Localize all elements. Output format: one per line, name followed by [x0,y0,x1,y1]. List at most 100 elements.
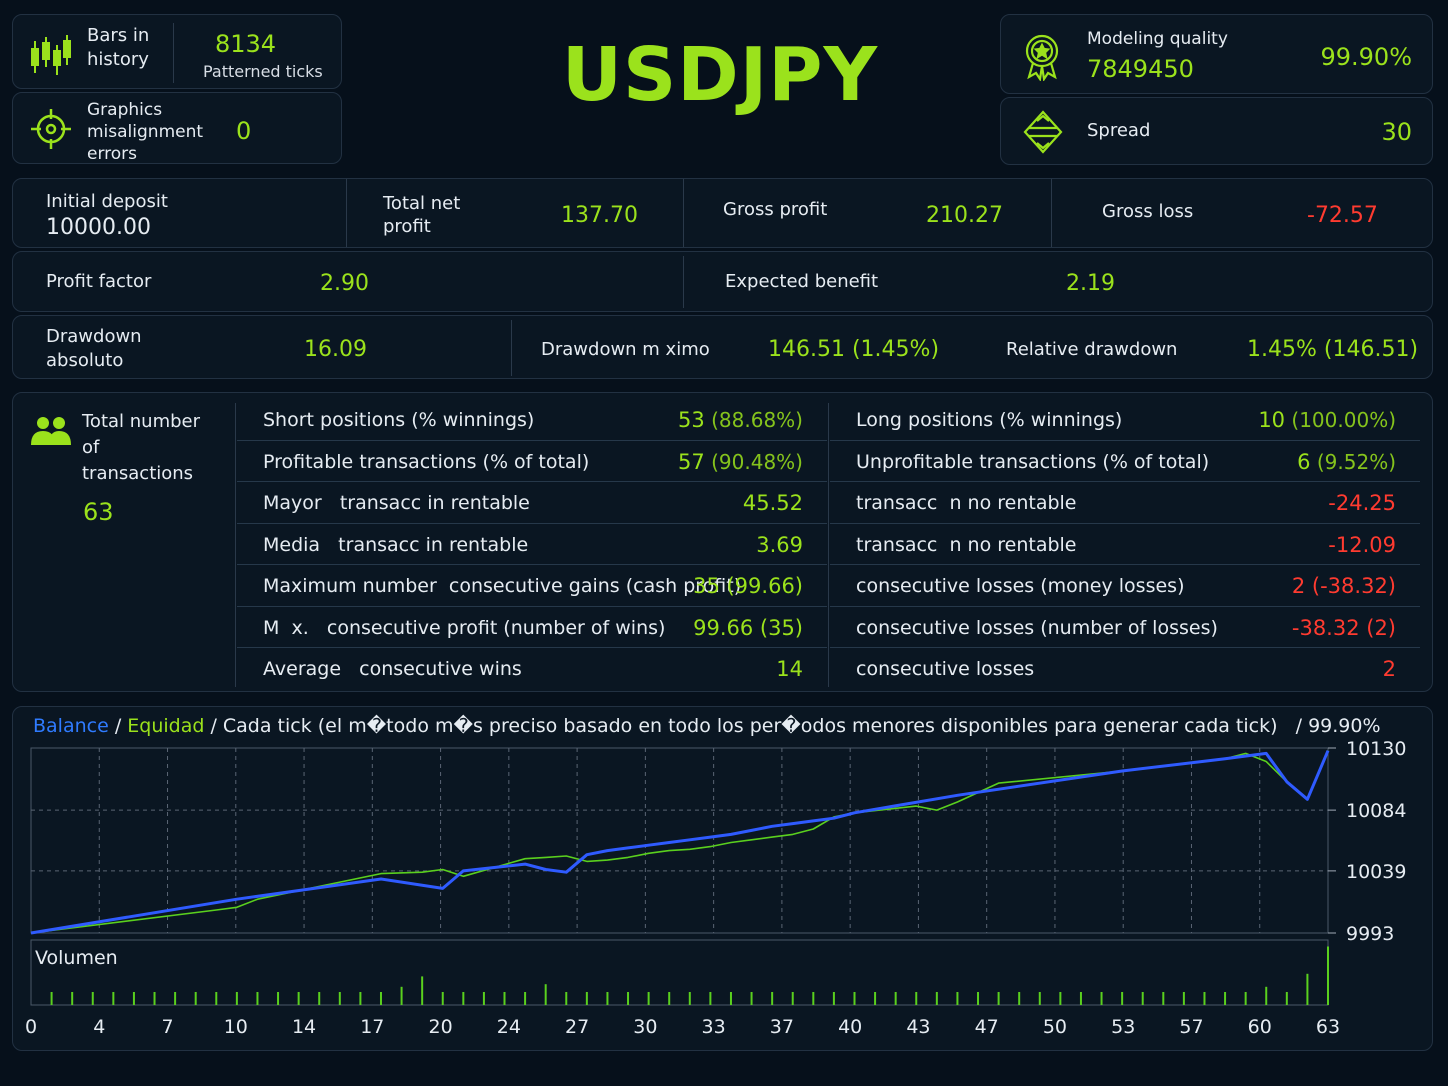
transactions-label: Total number of transactions [82,411,201,484]
row-label: Unprofitable transactions (% of total) [856,450,1210,473]
x-tick-label: 33 [702,1016,726,1038]
x-tick-label: 43 [906,1016,930,1038]
users-icon [31,417,71,445]
row-label: M x. consecutive profit (number of wins) [263,616,666,639]
table-row: Media transacc in rentable 3.69 [237,524,827,565]
x-tick-label: 37 [770,1016,794,1038]
x-tick-label: 10 [224,1016,248,1038]
x-tick-label: 0 [25,1016,37,1038]
row-value: 53 (88.68%) [678,408,803,432]
dd-abs-value: 16.09 [304,337,367,362]
row-label: consecutive losses (money losses) [856,575,1185,597]
row-value: -12.09 [1328,532,1396,557]
row-label: Mayor transacc in rentable [263,492,530,514]
rel-dd-value: 1.45% (146.51) [1247,337,1419,362]
candlestick-icon [31,35,71,75]
legend-equity: Equidad [127,715,205,737]
row-label: transacc n no rentable [856,492,1077,514]
x-tick-label: 50 [1043,1016,1067,1038]
summary-row-3: Drawdown absoluto 16.09 Drawdown m ximo … [12,315,1433,379]
bars-value: 8134 [215,30,277,58]
x-tick-label: 14 [292,1016,316,1038]
row-value: 45.52 [742,491,803,515]
row-label: Maximum number consecutive gains (cash p… [263,575,742,597]
x-tick-label: 27 [565,1016,589,1038]
balance-series-line [30,750,1330,935]
row-value: 6 (9.52%) [1297,449,1396,474]
gross-loss-value: -72.57 [1307,203,1378,228]
gross-loss-label: Gross loss [1102,201,1194,222]
table-row: consecutive losses (money losses) 2 (-38.… [830,565,1420,607]
modeling-value: 99.90% [1320,43,1412,71]
y-tick-label: 10039 [1346,861,1406,883]
spread-value: 30 [1381,118,1412,146]
row-label: Profitable transactions (% of total) [263,450,590,473]
profit-factor-label: Profit factor [46,271,152,292]
x-tick-label: 40 [838,1016,862,1038]
x-tick-label: 63 [1316,1016,1340,1038]
row-label: consecutive losses (number of losses) [856,616,1218,639]
table-row: consecutive losses (number of losses) -38… [830,607,1420,648]
x-tick-label: 60 [1248,1016,1272,1038]
row-value: 35 (99.66) [693,574,803,598]
expected-label: Expected benefit [725,271,879,292]
x-tick-label: 7 [161,1016,173,1038]
graphics-panel: Graphics misalignment errors 0 [12,92,342,164]
y-tick-label: 10084 [1346,800,1406,822]
table-row: Average consecutive wins 14 [237,648,827,690]
x-tick-label: 53 [1111,1016,1135,1038]
transactions-value: 63 [83,498,114,526]
gross-profit-value: 210.27 [926,203,1003,228]
row-value: -24.25 [1328,491,1396,515]
crosshair-icon [31,109,71,149]
chart-legend: Balance / Equidad / Cada tick (el m�todo… [33,715,1381,737]
row-label: Short positions (% winnings) [263,409,535,431]
x-tick-label: 17 [360,1016,384,1038]
volume-label: Volumen [35,947,118,969]
spread-icon [1023,110,1063,154]
table-row: M x. consecutive profit (number of wins)… [237,607,827,648]
bars-panel: Bars in history 8134 Patterned ticks [12,14,342,89]
graphics-label: Graphics misalignment errors [87,100,204,164]
row-value: 57 (90.48%) [678,449,803,474]
initial-deposit-label: Initial deposit [46,191,168,212]
total-net-value: 137.70 [561,203,638,228]
row-value: 2 (-38.32) [1291,574,1396,598]
table-row: Profitable transactions (% of total) 57 (… [237,441,827,482]
table-row: Mayor transacc in rentable 45.52 [237,482,827,524]
expected-value: 2.19 [1066,271,1115,296]
table-row: transacc n no rentable -24.25 [830,482,1420,524]
table-row: Maximum number consecutive gains (cash p… [237,565,827,607]
gross-profit-label: Gross profit [723,199,828,220]
spread-label: Spread [1087,120,1151,141]
x-tick-label: 24 [497,1016,521,1038]
row-label: Media transacc in rentable [263,533,529,556]
transactions-panel: Total number of transactions 63 Short po… [12,392,1433,692]
dd-max-value: 146.51 (1.45%) [768,337,940,362]
modeling-label: Modeling quality [1087,29,1228,49]
row-value: 2 [1382,657,1396,681]
dd-abs-label: Drawdown absoluto [46,326,142,371]
legend-balance: Balance [33,715,109,737]
rel-dd-label: Relative drawdown [1006,339,1178,360]
award-icon [1025,34,1059,81]
y-tick-label: 10130 [1346,738,1406,760]
profit-factor-value: 2.90 [320,271,369,296]
row-label: Long positions (% winnings) [856,409,1123,431]
row-value: 3.69 [756,532,803,557]
table-row: consecutive losses 2 [830,648,1420,690]
bars-sub: Patterned ticks [203,62,323,81]
legend-description: / Cada tick (el m�todo m�s preciso basad… [204,715,1381,737]
row-value: -38.32 (2) [1291,615,1396,640]
graphics-value: 0 [236,117,252,145]
row-label: Average consecutive wins [263,658,522,680]
x-tick-label: 57 [1179,1016,1203,1038]
table-row: Short positions (% winnings) 53 (88.68%) [237,399,827,441]
modeling-panel: Modeling quality 7849450 99.90% [1000,14,1433,94]
total-net-label: Total net profit [383,193,461,237]
table-row: transacc n no rentable -12.09 [830,524,1420,565]
volume-frame [30,939,1329,1006]
summary-row-1: Initial deposit 10000.00 Total net profi… [12,178,1433,248]
row-value: 99.66 (35) [693,615,803,640]
y-tick-label: 9993 [1346,923,1394,945]
